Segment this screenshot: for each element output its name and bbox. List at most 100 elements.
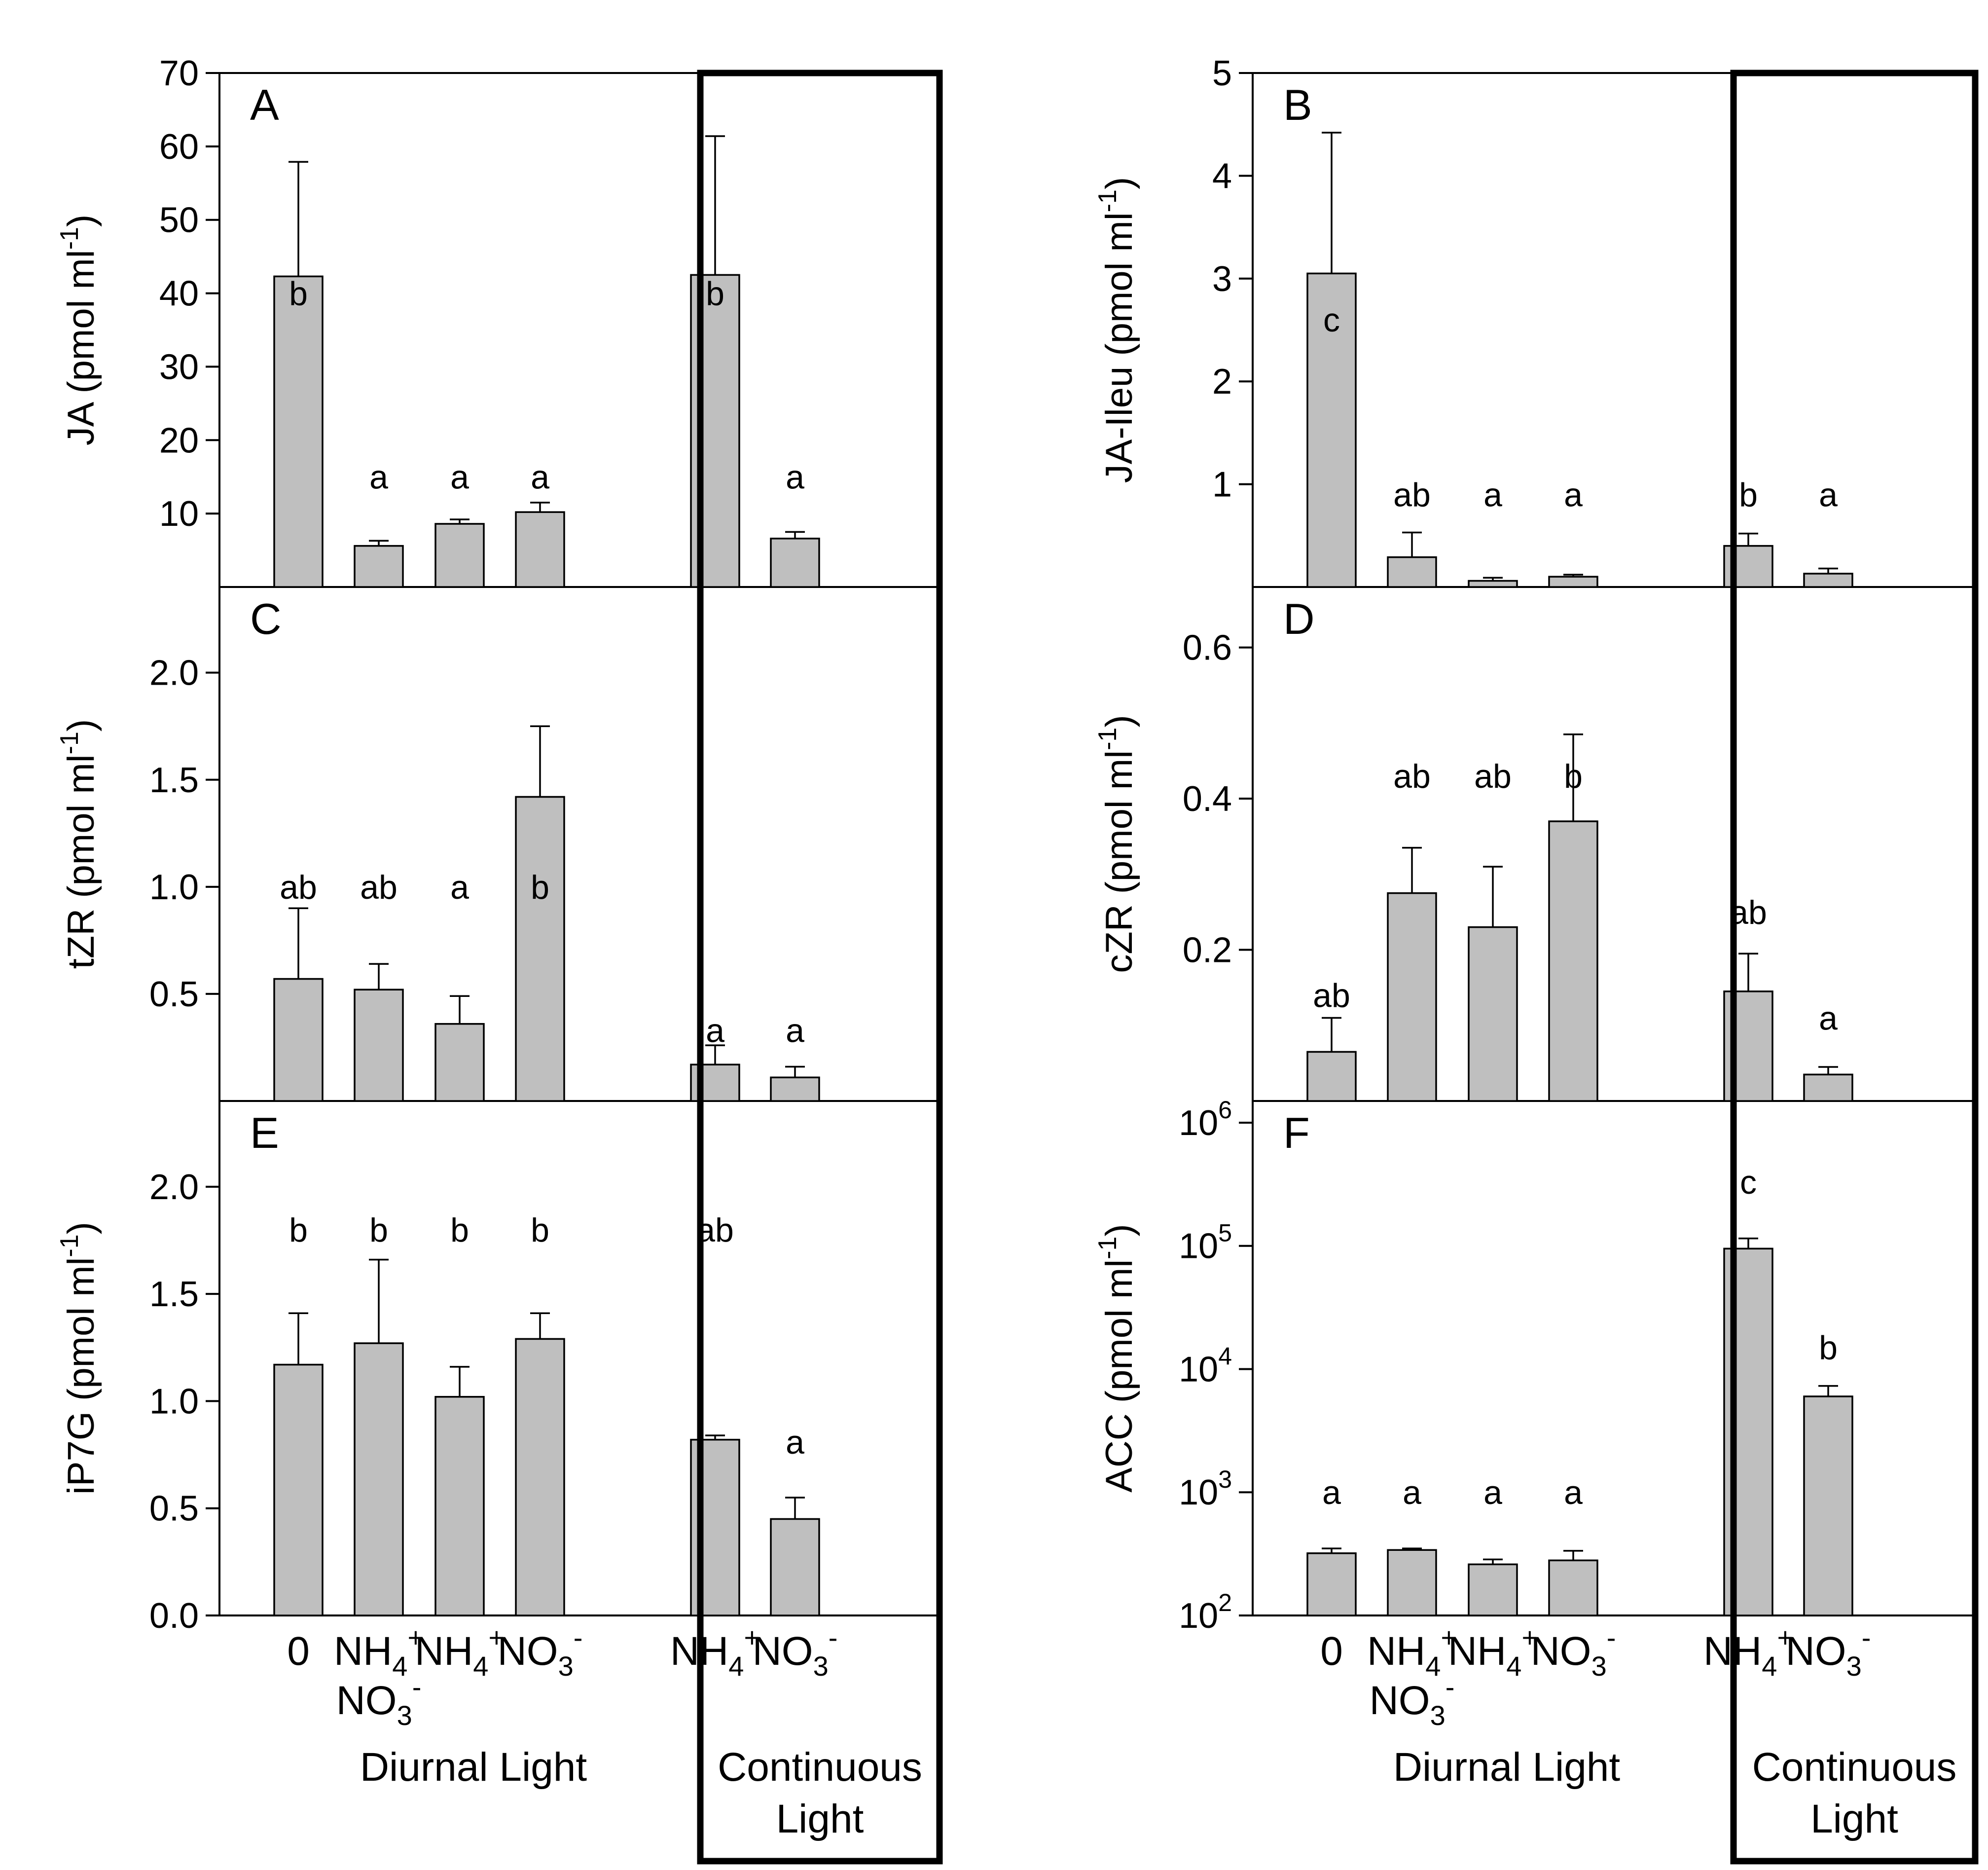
bar <box>1468 926 1518 1102</box>
y-tick-label: 104 <box>1179 1342 1232 1389</box>
significance-letter: a <box>786 459 804 496</box>
x-axis-labels-col1: 0 NH4+NO3-NH4+NO3- NH4+NO3-Diurnal Light Co… <box>1320 1622 1956 1841</box>
y-tick-label: 0.5 <box>149 975 199 1014</box>
bar <box>1468 580 1518 588</box>
x-category-label: NH4+ <box>415 1622 505 1682</box>
bar <box>1387 1549 1437 1616</box>
significance-letter: b <box>450 1211 469 1249</box>
significance-letter: a <box>450 459 469 496</box>
significance-letter: a <box>706 1012 724 1050</box>
y-tick-label: 70 <box>159 54 199 93</box>
bar <box>273 978 324 1102</box>
significance-letter: a <box>369 459 388 496</box>
panel-letter: F <box>1283 1108 1310 1157</box>
significance-letter: b <box>369 1211 388 1249</box>
x-category-label-line2: NO3- <box>336 1671 422 1731</box>
continuous-light-box <box>1730 70 1979 1865</box>
x-category-label: 0 <box>1320 1629 1343 1674</box>
panel-letter: E <box>250 1108 279 1157</box>
y-tick-label: 20 <box>159 421 199 460</box>
y-tick-label: 3 <box>1212 259 1232 299</box>
bar <box>1803 573 1853 588</box>
y-axis-label: JA-Ileu (pmol ml-1) <box>1093 177 1140 483</box>
bar <box>1803 1073 1853 1102</box>
panel-letter: C <box>250 594 282 643</box>
bar <box>1548 1559 1598 1616</box>
significance-letter: a <box>1564 476 1583 513</box>
y-tick-label: 1.5 <box>149 1275 199 1314</box>
significance-letter: ab <box>1313 977 1350 1014</box>
bar <box>1803 1395 1853 1616</box>
bar <box>1387 556 1437 588</box>
significance-letter: a <box>531 459 549 496</box>
x-category-label: NH4+ <box>670 1622 760 1682</box>
x-category-label: NH4+ <box>1367 1622 1457 1682</box>
significance-letter: a <box>1819 999 1838 1037</box>
x-axis-labels-col0: 0 NH4+NO3-NH4+NO3- NH4+NO3-Diurnal Light Co… <box>287 1622 922 1841</box>
significance-letter: b <box>1739 476 1758 513</box>
continuous-light-box <box>697 70 943 1865</box>
significance-letter: b <box>289 1211 308 1249</box>
group-label-diurnal: Diurnal Light <box>360 1745 587 1790</box>
x-category-label: NH4+ <box>1448 1622 1538 1682</box>
bar <box>1306 272 1357 588</box>
panel-letter: A <box>250 80 279 129</box>
y-axis-label: ACC (pmol ml-1) <box>1093 1224 1140 1492</box>
bar <box>1548 820 1598 1102</box>
bar <box>1548 576 1598 588</box>
significance-letter: a <box>1819 476 1838 513</box>
y-axis-label: iP7G (pmol ml-1) <box>55 1222 102 1495</box>
x-category-label-line2: NO3- <box>1370 1671 1455 1731</box>
y-tick-label: 2.0 <box>149 1168 199 1207</box>
y-tick-label: 40 <box>159 274 199 314</box>
significance-letter: a <box>450 869 469 906</box>
significance-letter: c <box>1323 301 1340 339</box>
significance-letter: a <box>1403 1474 1421 1511</box>
panel-letter: B <box>1283 80 1312 129</box>
y-tick-label: 2 <box>1212 362 1232 402</box>
y-tick-label: 2.0 <box>149 654 199 693</box>
y-tick-label: 1.0 <box>149 868 199 907</box>
bar <box>434 523 485 588</box>
y-tick-label: 0.4 <box>1183 779 1232 819</box>
panel-a: 10 20 30 40 50 60 70 JA (pmol ml-1) Ab a a a b a <box>55 54 940 588</box>
significance-letter: b <box>531 1211 549 1249</box>
y-tick-label: 106 <box>1179 1096 1232 1143</box>
significance-letter: c <box>1740 1164 1757 1201</box>
significance-letter: ab <box>280 869 317 906</box>
bar <box>770 538 820 588</box>
significance-letter: ab <box>1393 476 1431 513</box>
y-tick-label: 102 <box>1179 1589 1232 1636</box>
bar <box>770 1076 820 1102</box>
y-tick-label: 1.0 <box>149 1382 199 1421</box>
bar <box>354 1342 404 1616</box>
y-tick-label: 105 <box>1179 1219 1232 1266</box>
y-axis-label: tZR (pmol ml-1) <box>55 719 102 969</box>
x-category-label: NH4+ <box>334 1622 424 1682</box>
x-category-label: NO3- <box>498 1622 583 1682</box>
bar <box>515 511 565 588</box>
x-category-label: NO3- <box>1531 1622 1616 1682</box>
x-category-label: NH4+ <box>1703 1622 1793 1682</box>
significance-letter: ab <box>360 869 398 906</box>
group-label-continuous-line2: Light <box>776 1797 864 1841</box>
group-label-continuous: Continuous <box>718 1745 922 1790</box>
y-tick-label: 0.6 <box>1183 628 1232 668</box>
bar <box>515 796 565 1102</box>
significance-letter: a <box>1483 1474 1502 1511</box>
significance-letter: ab <box>1474 758 1512 795</box>
significance-letter: a <box>1322 1474 1341 1511</box>
y-tick-label: 0.5 <box>149 1489 199 1529</box>
bar <box>1306 1552 1357 1616</box>
bar <box>515 1338 565 1616</box>
significance-letter: a <box>1564 1474 1583 1511</box>
panel-f: 102 103 104 105 106 ACC (pmol ml-1) Fa a a a c b <box>1093 1096 1976 1636</box>
significance-letter: ab <box>1393 758 1431 795</box>
y-tick-label: 1 <box>1212 465 1232 505</box>
y-tick-label: 5 <box>1212 54 1232 93</box>
